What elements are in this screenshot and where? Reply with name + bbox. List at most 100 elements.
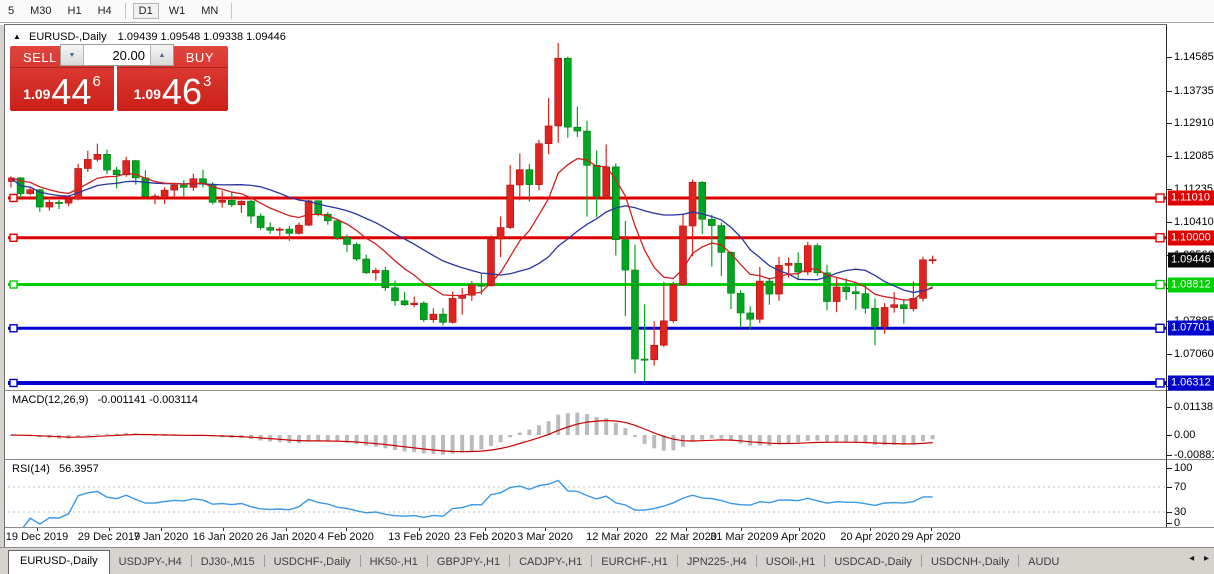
tab-separator [824, 555, 826, 567]
price-tick-label: 1.13735 [1174, 84, 1214, 97]
date-tick [617, 528, 618, 531]
date-tick [286, 528, 287, 531]
period-button-M30[interactable]: M30 [30, 5, 52, 17]
date-tick [109, 528, 110, 531]
pane-separator[interactable] [5, 459, 1214, 461]
scale-tick [1167, 189, 1172, 191]
scale-tick [1167, 123, 1172, 125]
candle [448, 298, 457, 323]
date-label: 16 Jan 2020 [192, 531, 254, 543]
rsi-axis-label: 30 [1174, 506, 1187, 518]
period-button-D1[interactable]: D1 [132, 3, 159, 19]
date-tick [741, 528, 742, 531]
volume-increase-icon[interactable]: ▲ [150, 45, 173, 65]
candle [573, 126, 582, 132]
chart-tab-usdjpy-h4[interactable]: USDJPY-,H4 [118, 556, 182, 568]
chart-tab-audu[interactable]: AUDU [1028, 556, 1060, 568]
toolbar-separator [124, 3, 126, 19]
period-button-MN[interactable]: MN [201, 5, 219, 17]
date-tick [686, 528, 687, 531]
macd-axis-label: 0.00 [1174, 429, 1196, 441]
scale-tick [1167, 512, 1172, 513]
price-scale-divider[interactable] [1166, 25, 1167, 527]
level-price-badge: 1.06312 [1168, 375, 1214, 391]
pane-separator[interactable] [5, 390, 1214, 392]
candle [611, 166, 620, 241]
candle [266, 227, 275, 231]
current-price-badge: 1.09446 [1168, 252, 1214, 268]
chart-tab-usdchf-daily[interactable]: USDCHF-,Daily [273, 556, 351, 568]
chart-tab-usdcnh-daily[interactable]: USDCNH-,Daily [930, 556, 1010, 568]
sell-price-handle: 1.09 [23, 86, 51, 102]
candle [64, 198, 73, 204]
candle [122, 160, 130, 176]
period-button-H4[interactable]: H4 [97, 5, 112, 17]
candle [755, 280, 764, 320]
chart-tab-gbpjpy-h1[interactable]: GBPJPY-,H1 [436, 556, 501, 568]
candle [602, 166, 611, 197]
candle [727, 252, 735, 294]
buy-price-point: 3 [202, 73, 212, 90]
chart-tab-usdcad-daily[interactable]: USDCAD-,Daily [834, 556, 912, 568]
candle [84, 159, 92, 169]
date-label: 12 Mar 2020 [586, 531, 648, 543]
chart-tab-usoil-h1[interactable]: USOil-,H1 [765, 556, 816, 568]
date-label: 20 Apr 2020 [840, 531, 900, 543]
macd-signal-line [10, 419, 933, 453]
date-tick [545, 528, 546, 531]
tab-scroll-right-icon[interactable]: ▸ [1203, 553, 1209, 564]
candle [487, 238, 495, 287]
candle [381, 270, 390, 289]
tab-separator [920, 555, 922, 567]
candle [563, 57, 572, 128]
candle [410, 302, 419, 305]
rsi-line [22, 479, 933, 527]
macd-indicator-values: -0.001141 -0.003114 [97, 394, 198, 406]
candle [650, 344, 659, 361]
collapse-icon[interactable]: ▲ [13, 32, 21, 41]
chart-tab-hk50-h1[interactable]: HK50-,H1 [369, 556, 418, 568]
scale-tick [1167, 435, 1172, 436]
candle [256, 215, 265, 228]
candle [535, 143, 543, 185]
volume-input[interactable] [84, 45, 150, 65]
chart-tab-eurchf-h1[interactable]: EURCHF-,H1 [601, 556, 668, 568]
chart-symbol-period: EURUSD-,Daily [28, 31, 107, 43]
candle [141, 177, 150, 197]
candle [554, 57, 563, 127]
volume-decrease-icon[interactable]: ▼ [61, 45, 84, 65]
candle [467, 284, 476, 296]
candle [871, 307, 879, 327]
period-button-W1[interactable]: W1 [168, 5, 186, 17]
candle [688, 181, 697, 227]
chart-tab-dj30-m15[interactable]: DJ30-,M15 [200, 556, 255, 568]
rsi-pane [8, 479, 1167, 527]
rsi-axis-label: 70 [1174, 481, 1187, 493]
scale-tick [1167, 221, 1172, 223]
chart-tab-jpn225-h4[interactable]: JPN225-,H4 [686, 556, 747, 568]
period-button-H1[interactable]: H1 [67, 5, 82, 17]
candle [93, 153, 102, 160]
candle [679, 225, 687, 285]
macd-indicator-name: MACD(12,26,9) [12, 394, 89, 406]
chart-tab-eurusd-daily[interactable]: EURUSD-,Daily [8, 550, 110, 574]
candle [842, 286, 851, 293]
candle [439, 313, 447, 323]
candle [275, 228, 284, 231]
chart-ohlc-values: 1.09439 1.09548 1.09338 1.09446 [117, 31, 286, 43]
chart-tab-cadjpy-h1[interactable]: CADJPY-,H1 [519, 556, 583, 568]
buy-price: 1.09 46 3 [117, 73, 228, 110]
rsi-title: RSI(14) 56.3957 [12, 463, 99, 475]
tab-scroll-left-icon[interactable]: ◂ [1189, 553, 1195, 564]
candle [391, 287, 399, 302]
candle [352, 244, 361, 260]
tab-separator [359, 555, 361, 567]
buy-button[interactable]: BUY [185, 50, 214, 65]
sell-button[interactable]: SELL [23, 50, 57, 65]
chart-window-border-top [4, 24, 1167, 25]
period-button-5[interactable]: 5 [8, 5, 15, 17]
scale-tick [1167, 407, 1172, 408]
date-tick [870, 528, 871, 531]
date-tick [161, 528, 162, 531]
ma-fast-line [10, 157, 933, 301]
